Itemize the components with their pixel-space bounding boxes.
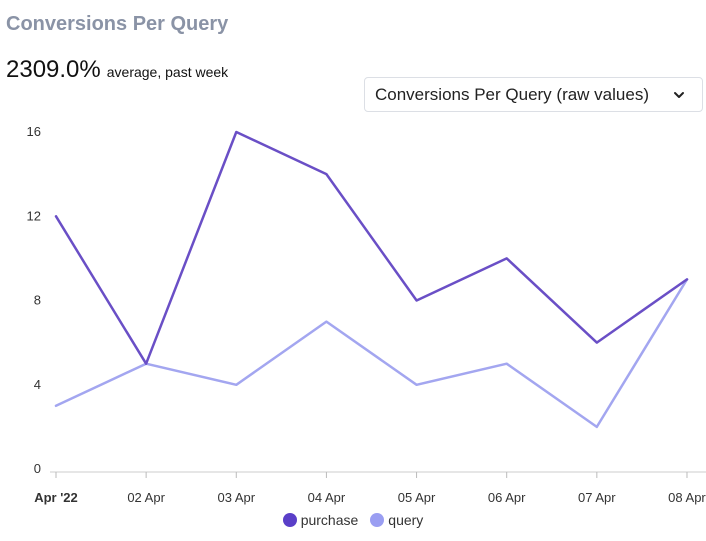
x-tick-label: Apr '22 bbox=[34, 490, 78, 505]
x-tick-label: 02 Apr bbox=[127, 490, 165, 505]
legend-swatch-query bbox=[370, 513, 385, 527]
legend-item-purchase[interactable]: purchase bbox=[282, 512, 359, 528]
x-tick-label: 08 Apr bbox=[668, 490, 706, 505]
series-line-purchase bbox=[54, 130, 689, 365]
chart-title: Conversions Per Query bbox=[6, 13, 229, 35]
legend-swatch-purchase bbox=[282, 513, 297, 527]
series-line-query bbox=[54, 278, 689, 429]
x-tick-label: 04 Apr bbox=[308, 490, 346, 505]
y-tick-label: 8 bbox=[34, 293, 41, 308]
metric-select[interactable]: Conversions Per Query (raw values) bbox=[364, 77, 703, 112]
legend-item-query[interactable]: query bbox=[370, 512, 423, 528]
average-value: 2309.0% bbox=[6, 56, 101, 83]
legend-label-purchase: purchase bbox=[300, 512, 359, 528]
x-tick-label: 07 Apr bbox=[578, 490, 616, 505]
legend-label-query: query bbox=[388, 512, 424, 528]
x-tick-label: 05 Apr bbox=[398, 490, 436, 505]
x-tick-label: 06 Apr bbox=[488, 490, 526, 505]
average-caption: average, past week bbox=[106, 64, 229, 80]
y-tick-label: 12 bbox=[27, 208, 41, 223]
metric-select-label: Conversions Per Query (raw values) bbox=[375, 84, 649, 104]
y-tick-label: 16 bbox=[27, 124, 41, 139]
y-tick-label: 4 bbox=[34, 377, 41, 392]
legend: purchase query bbox=[0, 512, 706, 528]
chevron-down-icon bbox=[672, 88, 686, 102]
x-tick-label: 03 Apr bbox=[217, 490, 255, 505]
y-tick-label: 0 bbox=[34, 461, 41, 476]
summary: 2309.0% average, past week bbox=[6, 56, 228, 84]
